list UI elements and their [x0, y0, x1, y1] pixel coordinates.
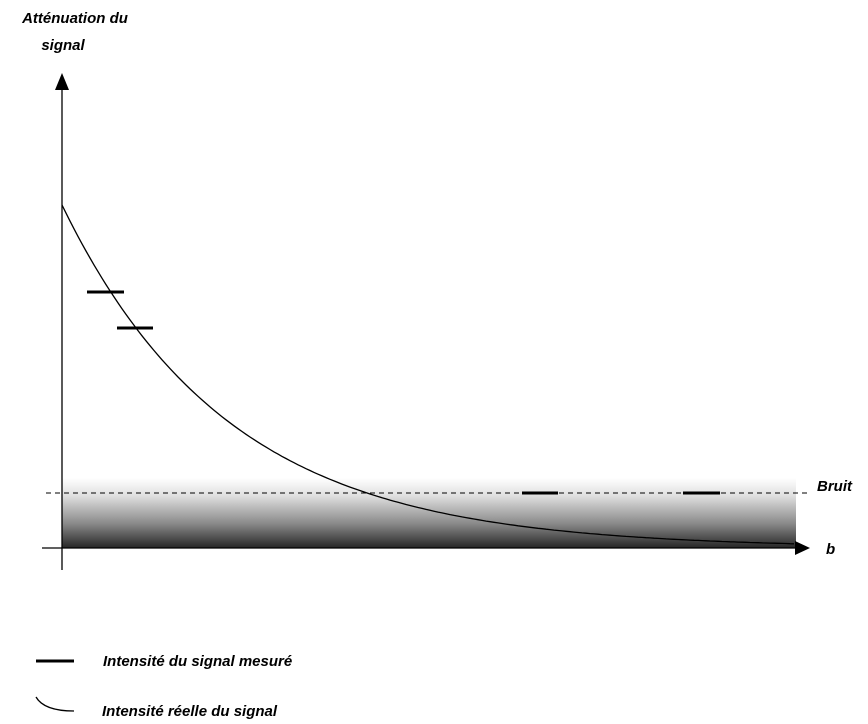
x-axis-arrow-icon: [795, 541, 810, 555]
noise-label: Bruit: [817, 478, 853, 495]
actual-signal-curve: [61, 204, 795, 545]
noise-band: [62, 478, 796, 548]
y-axis-label-line2: signal: [41, 37, 85, 54]
y-axis-arrow-icon: [55, 73, 69, 90]
x-axis-label: b: [826, 541, 835, 558]
legend-actual-icon: [35, 696, 75, 712]
legend-actual-label: Intensité réelle du signal: [102, 703, 278, 720]
legend-measured-label: Intensité du signal mesuré: [103, 653, 292, 670]
y-axis-label-line1: Atténuation du: [21, 10, 128, 27]
legend: Intensité du signal mesuré Intensité rée…: [35, 653, 292, 720]
